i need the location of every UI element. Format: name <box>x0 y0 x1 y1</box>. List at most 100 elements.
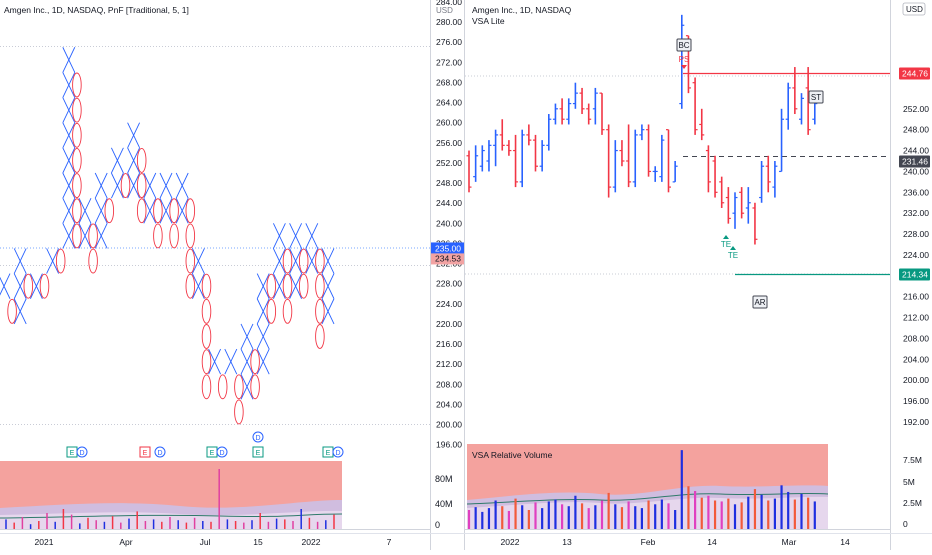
pnf-x-mark <box>159 197 173 224</box>
vsa-average-line <box>466 492 829 505</box>
pnf-x-mark <box>13 298 27 325</box>
pnf-o-mark <box>153 223 163 249</box>
pnf-x-mark <box>127 172 141 199</box>
vsa-volume-title: VSA Relative Volume <box>472 450 553 460</box>
pnf-o-mark <box>266 273 277 299</box>
right-axis-tick: 224.00 <box>903 250 929 260</box>
pnf-o-mark <box>72 122 82 148</box>
pnf-o-mark <box>185 223 196 249</box>
event-badge-d[interactable]: D <box>76 446 88 458</box>
ohlc-bar <box>579 87 585 115</box>
pnf-x-mark <box>256 273 270 299</box>
ohlc-bar <box>672 161 678 183</box>
pnf-o-mark <box>250 349 260 375</box>
event-badge-d[interactable]: D <box>252 431 264 443</box>
ohlc-bar <box>486 140 492 172</box>
badge-letter: D <box>219 450 224 457</box>
pnf-x-mark <box>143 197 157 224</box>
ohlc-bar <box>559 98 565 125</box>
ohlc-bar <box>499 119 505 151</box>
pnf-x-mark <box>62 197 76 224</box>
event-badge-e-red[interactable]: E <box>139 446 151 458</box>
pnf-o-mark <box>169 223 179 249</box>
event-badge-d[interactable]: D <box>216 446 228 458</box>
pnf-o-mark <box>153 198 163 224</box>
pnf-o-mark <box>136 198 147 224</box>
time-axes[interactable]: 2021 Apr Jul 15 2022 7 2022 13 Feb 14 Mar 14 <box>0 533 932 548</box>
pnf-o-mark <box>266 298 277 324</box>
middle-axis-tick: 264.00 <box>436 98 462 108</box>
left-x-label: 2022 <box>302 537 321 547</box>
pnf-o-mark <box>72 147 82 173</box>
pnf-o-mark <box>201 273 212 299</box>
ohlc-bar <box>626 124 632 188</box>
right-price-tag-text: 231.46 <box>902 157 928 167</box>
event-badge-d[interactable]: D <box>332 446 344 458</box>
right-x-label: 2022 <box>501 537 520 547</box>
event-badge-e[interactable]: E <box>252 446 264 458</box>
pnf-o-mark <box>315 324 325 349</box>
ohlc-bar <box>745 187 751 224</box>
pnf-o-mark <box>88 248 98 274</box>
pnf-o-mark <box>185 248 196 274</box>
right-axis-tick: 208.00 <box>903 333 929 343</box>
pnf-x-mark <box>256 323 270 350</box>
right-axis-tick: 216.00 <box>903 292 929 302</box>
right-axis-tick: 192.00 <box>903 417 929 427</box>
right-grid <box>465 72 890 276</box>
pnf-x-mark <box>256 348 270 375</box>
vsa-volume-tick: 7.5M <box>903 455 922 465</box>
badge-shape <box>252 446 264 458</box>
ohlc-bar <box>659 134 665 182</box>
pnf-x-mark <box>62 72 76 98</box>
pnf-x-mark <box>240 348 254 375</box>
pnf-x-mark <box>191 248 205 274</box>
ohlc-bar <box>612 140 618 193</box>
ohlc-bar <box>692 77 698 135</box>
pnf-x-mark <box>305 223 319 249</box>
pnf-x-mark <box>305 248 319 274</box>
event-badge-e[interactable]: E <box>66 446 78 458</box>
pnf-x-mark <box>78 223 92 249</box>
ohlc-bar <box>725 187 731 224</box>
middle-axis-tick: 204.00 <box>436 399 462 409</box>
ohlc-bar <box>586 103 592 125</box>
pnf-o-mark <box>250 374 260 400</box>
pnf-x-mark <box>29 273 43 299</box>
ohlc-bar <box>466 150 472 193</box>
left-volume-tick: 0 <box>435 520 440 530</box>
right-x-label: 13 <box>562 537 572 547</box>
badge-letter: D <box>79 450 84 457</box>
pnf-o-mark <box>72 173 82 198</box>
pnf-x-mark <box>321 298 335 325</box>
currency-button[interactable] <box>902 2 926 16</box>
pnf-x-mark <box>13 273 27 299</box>
pnf-o-mark <box>201 374 212 400</box>
right-indicator-legend: VSA Lite <box>472 16 505 26</box>
right-price-axis[interactable]: USD 252.00 248.00 244.00 240.00 236.00 232.00 2… <box>890 0 931 550</box>
pnf-x-mark <box>272 273 286 299</box>
ohlc-bar <box>473 145 479 182</box>
right-axis-tick: 228.00 <box>903 229 929 239</box>
ohlc-bar <box>513 134 519 188</box>
annotation-box <box>676 38 692 52</box>
pnf-x-mark <box>0 273 11 296</box>
middle-axis-tick: 228.00 <box>436 279 462 289</box>
left-x-label: Jul <box>200 537 211 547</box>
event-badge-e[interactable]: E <box>322 446 334 458</box>
event-badge-e[interactable]: E <box>206 446 218 458</box>
middle-axis-tick: 244.00 <box>436 198 462 208</box>
left-volume-tick: 40M <box>435 499 453 509</box>
price-tag-bg <box>431 242 464 254</box>
event-badges[interactable]: E D E D E DDE E D <box>66 431 344 458</box>
annotation-label-st: ST <box>811 93 821 102</box>
ohlc-bar <box>533 134 538 172</box>
right-price-tag-text: 214.34 <box>902 270 928 280</box>
pnf-x-mark <box>62 97 76 123</box>
event-badge-d[interactable]: D <box>154 446 166 458</box>
middle-axis-tick: 224.00 <box>436 299 462 309</box>
annotation-box <box>752 295 768 309</box>
pnf-o-mark <box>234 374 244 400</box>
